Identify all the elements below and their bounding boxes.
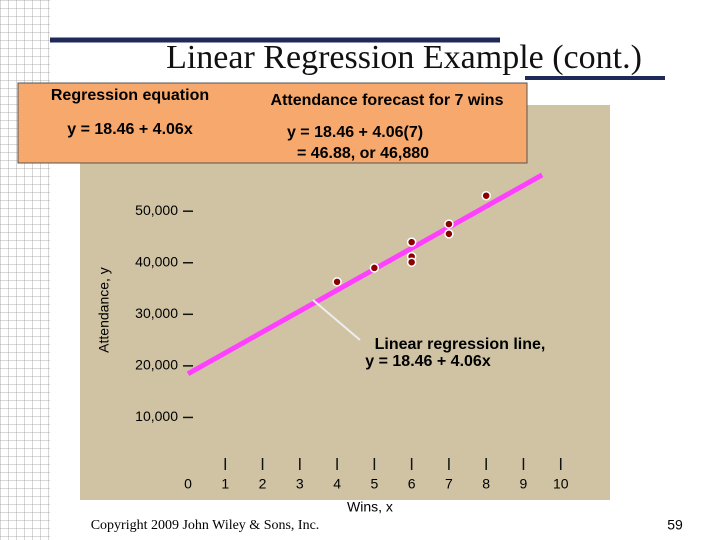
- data-point: [444, 219, 454, 229]
- x-axis-title: Wins, x: [347, 499, 393, 515]
- regression-box: [17, 82, 528, 164]
- x-tick-label: 1: [221, 476, 229, 492]
- annotation-pointer: [312, 299, 361, 341]
- box-title: Regression equation: [51, 87, 209, 104]
- x-tick-label: 10: [553, 476, 569, 492]
- data-point: [332, 277, 342, 287]
- box-result: = 46.88, or 46,880: [297, 145, 429, 162]
- x-tick-label: 0: [184, 476, 192, 492]
- x-tick-label: 7: [445, 476, 453, 492]
- data-point: [406, 237, 417, 247]
- y-tick-label: 10,000: [135, 408, 178, 424]
- box-equation: y = 18.46 + 4.06(7): [287, 124, 423, 141]
- x-tick-label: 9: [520, 476, 528, 492]
- copyright: Copyright 2009 John Wiley & Sons, Inc.: [91, 518, 320, 533]
- x-tick-label: 5: [370, 476, 378, 492]
- data-point: [369, 263, 380, 273]
- data-point: [406, 257, 417, 267]
- y-tick-label: 40,000: [135, 253, 178, 269]
- y-axis-title: Attendance, y: [96, 267, 112, 353]
- x-tick-label: 4: [333, 476, 341, 492]
- plot: 10,000 20,000 30,000 40,000 50,000 0 1 2 3 4 5 6 7 8 9…: [135, 172, 569, 492]
- annotation: y = 18.46 + 4.06x: [365, 353, 491, 370]
- data-point: [481, 190, 491, 201]
- plot-panel: [80, 105, 610, 500]
- y-tick-label: 50,000: [135, 202, 178, 218]
- box-title: Attendance forecast for 7 wins: [271, 92, 504, 109]
- box-equation: y = 18.46 + 4.06x: [67, 121, 193, 138]
- data-point: [444, 229, 454, 239]
- page-number: 59: [667, 517, 683, 533]
- x-tick-label: 8: [482, 476, 490, 492]
- regression-line: [186, 172, 544, 376]
- chart-title: Linear Regression Example (cont.): [166, 39, 642, 76]
- x-tick-label: 2: [259, 476, 267, 492]
- y-tick-label: 30,000: [135, 305, 178, 321]
- x-tick-label: 6: [408, 476, 416, 492]
- annotation: Linear regression line,: [375, 336, 546, 353]
- decor-strip: [0, 0, 50, 540]
- y-tick-label: 20,000: [135, 357, 178, 373]
- x-tick-label: 3: [296, 476, 304, 492]
